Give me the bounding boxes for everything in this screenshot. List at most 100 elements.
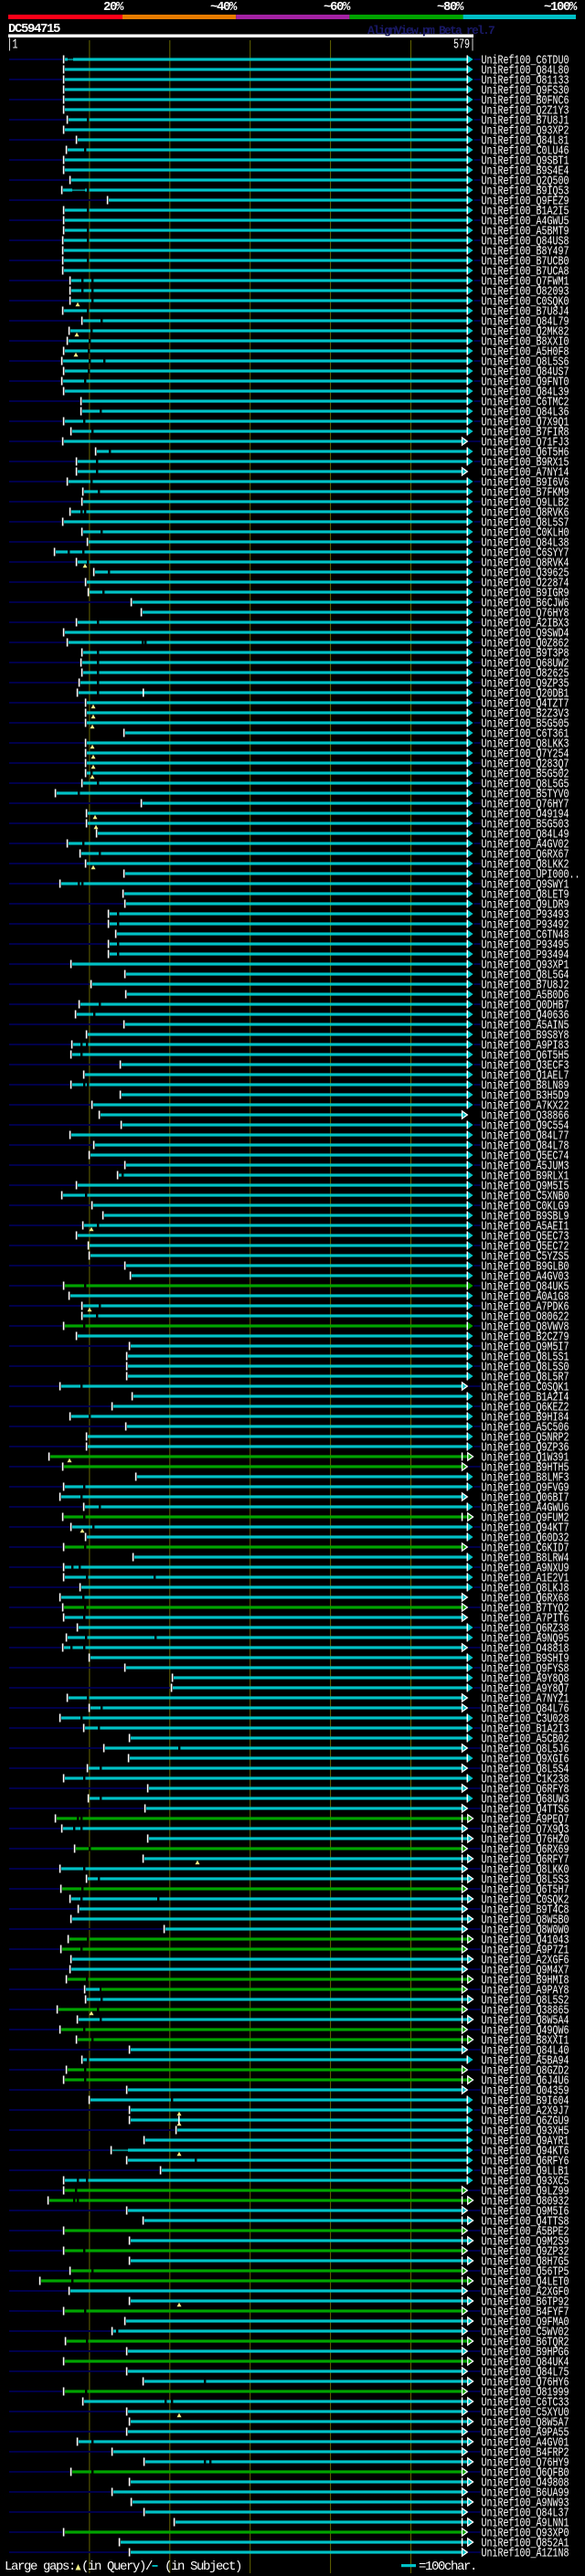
svg-text:UniRef100_Q2Q500: UniRef100_Q2Q500	[482, 174, 569, 188]
svg-text:UniRef100_B9IGR9: UniRef100_B9IGR9	[482, 586, 569, 600]
svg-text:UniRef100_B9HMI8: UniRef100_B9HMI8	[482, 1973, 569, 1988]
svg-text:UniRef100_A5B0D6: UniRef100_A5B0D6	[482, 988, 569, 1002]
svg-text:UniRef100_Q4TTS6: UniRef100_Q4TTS6	[482, 1802, 569, 1817]
svg-text:UniRef100_Q84L38: UniRef100_Q84L38	[482, 535, 569, 550]
svg-text:UniRef100_Q9M5I6: UniRef100_Q9M5I6	[482, 2204, 569, 2219]
svg-text:UniRef100_B9S8Y8: UniRef100_B9S8Y8	[482, 1028, 569, 1043]
svg-text:UniRef100_Q8L5G5: UniRef100_Q8L5G5	[482, 777, 569, 791]
svg-text:UniRef100_B9GLB0: UniRef100_B9GLB0	[482, 1259, 569, 1274]
svg-text:UniRef100_Q9FEZ9: UniRef100_Q9FEZ9	[482, 194, 569, 208]
svg-text:UniRef100_Q8W0W0: UniRef100_Q8W0W0	[482, 1923, 569, 1937]
svg-text:UniRef100_A9NQ95: UniRef100_A9NQ95	[482, 1631, 569, 1646]
svg-text:UniRef100_Q8LKJ8: UniRef100_Q8LKJ8	[482, 1581, 569, 1595]
svg-text:UniRef100_Q6RFY7: UniRef100_Q6RFY7	[482, 1852, 569, 1867]
svg-text:UniRef100_Q8L5J6: UniRef100_Q8L5J6	[482, 1742, 569, 1756]
svg-text:UniRef100_B7FKM9: UniRef100_B7FKM9	[482, 485, 569, 500]
svg-text:UniRef100_A9PAY8: UniRef100_A9PAY8	[482, 1983, 569, 1998]
svg-text:579|: 579|	[453, 37, 475, 52]
svg-text:UniRef100_Q1W391: UniRef100_Q1W391	[482, 1450, 569, 1465]
svg-text:UniRef100_O49194: UniRef100_O49194	[482, 807, 569, 822]
svg-text:UniRef100_Q94KT7: UniRef100_Q94KT7	[482, 1521, 569, 1535]
svg-text:UniRef100_A7NY14: UniRef100_A7NY14	[482, 465, 569, 480]
svg-text:(in Subject): (in Subject)	[165, 2560, 241, 2574]
svg-text:UniRef100_Q60D32: UniRef100_Q60D32	[482, 1531, 569, 1545]
svg-text:UniRef100_A2XGF6: UniRef100_A2XGF6	[482, 1953, 569, 1967]
svg-text:UniRef100_Q84L39: UniRef100_Q84L39	[482, 385, 569, 399]
svg-text:UniRef100_C3U028: UniRef100_C3U028	[482, 1712, 569, 1726]
svg-text:UniRef100_B9T3P8: UniRef100_B9T3P8	[482, 646, 569, 661]
svg-text:UniRef100_A4GV02: UniRef100_A4GV02	[482, 837, 569, 852]
svg-text:UniRef100_C6T361: UniRef100_C6T361	[482, 726, 569, 741]
svg-text:UniRef100_Q68UW3: UniRef100_Q68UW3	[482, 1792, 569, 1807]
svg-text:UniRef100_Q9SWD4: UniRef100_Q9SWD4	[482, 626, 569, 641]
svg-text:UniRef100_Q3ECF3: UniRef100_Q3ECF3	[482, 1058, 569, 1073]
svg-text:UniRef100_A4GWU5: UniRef100_A4GWU5	[482, 214, 569, 228]
svg-text:UniRef100_Q8VWV8: UniRef100_Q8VWV8	[482, 1320, 569, 1334]
svg-text:UniRef100_Q8RVK4: UniRef100_Q8RVK4	[482, 556, 569, 570]
svg-text:UniRef100_A7KX22: UniRef100_A7KX22	[482, 1098, 569, 1113]
svg-text:UniRef100_Q8LKK2: UniRef100_Q8LKK2	[482, 857, 569, 872]
svg-text:UniRef100_Q6T5H7: UniRef100_Q6T5H7	[482, 1882, 569, 1897]
svg-text:UniRef100_Q7Y254: UniRef100_Q7Y254	[482, 747, 569, 761]
svg-text:UniRef100_C6TC33: UniRef100_C6TC33	[482, 2395, 569, 2410]
svg-text:UniRef100_Q2MK82: UniRef100_Q2MK82	[482, 324, 569, 339]
svg-text:UniRef100_B5TYV0: UniRef100_B5TYV0	[482, 787, 569, 801]
svg-text:UniRef100_B8XXI1: UniRef100_B8XXI1	[482, 2033, 569, 2048]
svg-text:UniRef100_Q71FJ3: UniRef100_Q71FJ3	[482, 435, 569, 450]
svg-text:UniRef100_B6UA99: UniRef100_B6UA99	[482, 2486, 569, 2500]
svg-text:UniRef100_B8LRW4: UniRef100_B8LRW4	[482, 1551, 569, 1565]
svg-text:UniRef100_P93493: UniRef100_P93493	[482, 907, 569, 922]
svg-text:UniRef100_B6TQR2: UniRef100_B6TQR2	[482, 2335, 569, 2349]
svg-text:UniRef100_Q9M4X7: UniRef100_Q9M4X7	[482, 1963, 569, 1977]
svg-text:|1: |1	[7, 37, 18, 52]
svg-text:UniRef100_Q94KT6: UniRef100_Q94KT6	[482, 2144, 569, 2158]
svg-text:UniRef100_Q84L75: UniRef100_Q84L75	[482, 2365, 569, 2380]
svg-text:UniRef100_Q9LZ99: UniRef100_Q9LZ99	[482, 2184, 569, 2199]
svg-text:UniRef100_O81133: UniRef100_O81133	[482, 73, 569, 88]
svg-text:AlignView.pm Beta rel.7: AlignView.pm Beta rel.7	[367, 24, 495, 37]
svg-text:=100char.: =100char.	[419, 2560, 476, 2574]
svg-text:UniRef100_A1E2V1: UniRef100_A1E2V1	[482, 1571, 569, 1585]
svg-text:UniRef100_Q9ZP36: UniRef100_Q9ZP36	[482, 1440, 569, 1455]
svg-text:UniRef100_Q8L5S7: UniRef100_Q8L5S7	[482, 515, 569, 530]
svg-text:UniRef100_Q7X9Q1: UniRef100_Q7X9Q1	[482, 415, 569, 429]
svg-text:UniRef100_Q9SBT1: UniRef100_Q9SBT1	[482, 154, 569, 168]
svg-text:UniRef100_A9NXU9: UniRef100_A9NXU9	[482, 1561, 569, 1575]
svg-text:UniRef100_C0KLH0: UniRef100_C0KLH0	[482, 525, 569, 540]
svg-text:UniRef100_Q9ZP32: UniRef100_Q9ZP32	[482, 2244, 569, 2259]
svg-text:UniRef100_Q93XP2: UniRef100_Q93XP2	[482, 123, 569, 138]
svg-text:UniRef100_Q6RFY6: UniRef100_Q6RFY6	[482, 2154, 569, 2168]
svg-text:DC594715: DC594715	[8, 22, 60, 37]
svg-text:UniRef100_A4GV03: UniRef100_A4GV03	[482, 1269, 569, 1284]
svg-text:UniRef100_O22874: UniRef100_O22874	[482, 576, 569, 590]
svg-text:UniRef100_Q84L49: UniRef100_Q84L49	[482, 827, 569, 842]
svg-text:~40%: ~40%	[210, 0, 238, 15]
svg-text:UniRef100_A2IBX3: UniRef100_A2IBX3	[482, 616, 569, 631]
svg-text:~60%: ~60%	[324, 0, 351, 15]
svg-text:UniRef100_Q6QFB0: UniRef100_Q6QFB0	[482, 2465, 569, 2480]
svg-text:UniRef100_O80932: UniRef100_O80932	[482, 2194, 569, 2209]
svg-text:UniRef100_C6TDU0: UniRef100_C6TDU0	[482, 53, 569, 68]
svg-text:UniRef100_B8LN89: UniRef100_B8LN89	[482, 1078, 569, 1093]
svg-text:UniRef100_Q8L5S3: UniRef100_Q8L5S3	[482, 1872, 569, 1887]
svg-text:UniRef100_P93495: UniRef100_P93495	[482, 938, 569, 952]
svg-text:UniRef100_A5BA94: UniRef100_A5BA94	[482, 2053, 569, 2068]
svg-text:UniRef100_P93494: UniRef100_P93494	[482, 948, 569, 962]
svg-text:UniRef100_B2CZ79: UniRef100_B2CZ79	[482, 1330, 569, 1344]
svg-text:UniRef100_Q84L36: UniRef100_Q84L36	[482, 405, 569, 419]
svg-text:UniRef100_Q8W5B0: UniRef100_Q8W5B0	[482, 1913, 569, 1927]
svg-text:UniRef100_Q84US7: UniRef100_Q84US7	[482, 365, 569, 379]
svg-text:UniRef100_B7TYQ2: UniRef100_B7TYQ2	[482, 1601, 569, 1616]
svg-text:UniRef100_Q6RX69: UniRef100_Q6RX69	[482, 1842, 569, 1857]
svg-text:UniRef100_Q8W5A4: UniRef100_Q8W5A4	[482, 2013, 569, 2028]
svg-text:UniRef100_B1A2I3: UniRef100_B1A2I3	[482, 1722, 569, 1736]
svg-text:UniRef100_A7PIT6: UniRef100_A7PIT6	[482, 1611, 569, 1626]
svg-text:UniRef100_Q76HY7: UniRef100_Q76HY7	[482, 797, 569, 811]
svg-text:UniRef100_A9PA55: UniRef100_A9PA55	[482, 2425, 569, 2440]
svg-text:UniRef100_B9SBL9: UniRef100_B9SBL9	[482, 1209, 569, 1224]
svg-text:UniRef100_B5G505: UniRef100_B5G505	[482, 716, 569, 731]
svg-text:UniRef100_Q76HZ0: UniRef100_Q76HZ0	[482, 1832, 569, 1847]
svg-text:UniRef100_Q9FMA0: UniRef100_Q9FMA0	[482, 2315, 569, 2329]
svg-text:UniRef100_B1A2I5: UniRef100_B1A2I5	[482, 204, 569, 218]
svg-text:UniRef100_Q9FNT0: UniRef100_Q9FNT0	[482, 375, 569, 389]
